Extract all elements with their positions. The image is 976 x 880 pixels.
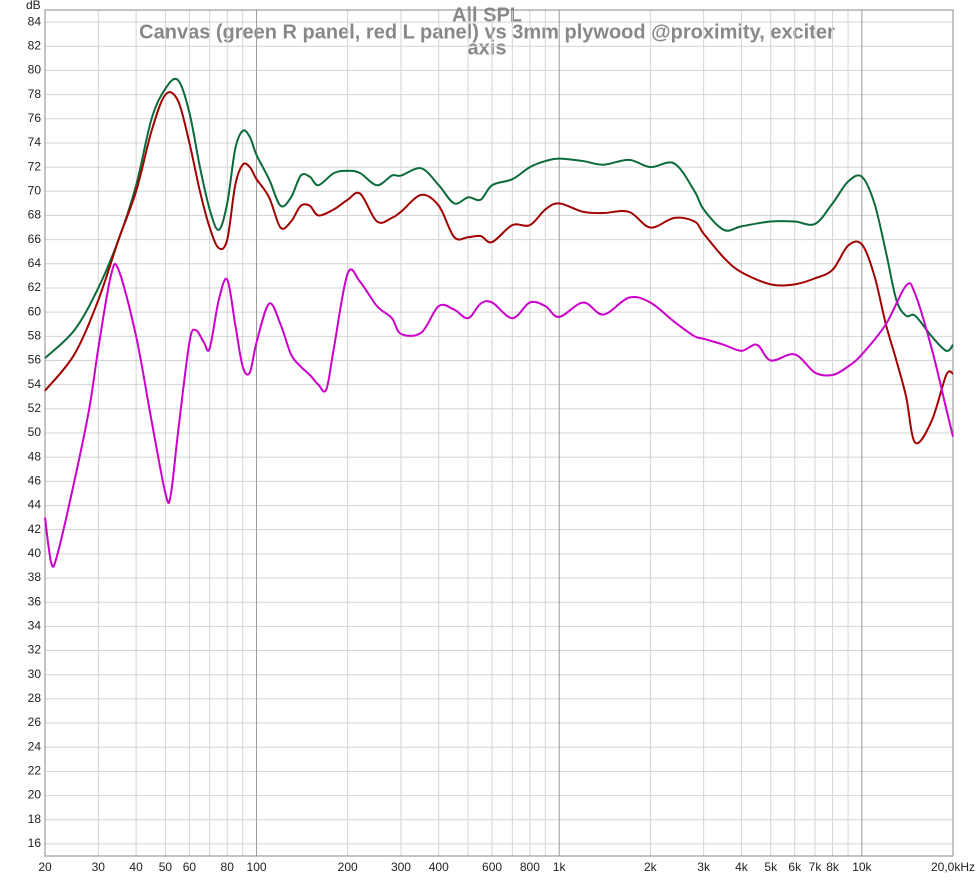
x-tick-label: 4k	[735, 860, 749, 874]
y-axis-label: dB	[26, 0, 41, 12]
chart-subtitle: Canvas (green R panel, red L panel) vs 3…	[139, 21, 835, 43]
chart-subtitle: axis	[468, 37, 507, 59]
y-tick-label: 28	[28, 691, 42, 705]
x-tick-label: 6k	[788, 860, 802, 874]
y-tick-label: 80	[28, 63, 42, 77]
y-tick-label: 50	[28, 425, 42, 439]
y-tick-label: 66	[28, 232, 42, 246]
y-tick-label: 34	[28, 619, 42, 633]
x-tick-label: 80	[221, 860, 235, 874]
y-tick-label: 24	[28, 739, 42, 753]
x-tick-label: 5k	[764, 860, 778, 874]
y-tick-label: 42	[28, 522, 42, 536]
x-tick-label: 600	[482, 860, 502, 874]
y-tick-label: 84	[28, 14, 42, 28]
y-tick-label: 70	[28, 183, 42, 197]
x-tick-label: 60	[183, 860, 197, 874]
y-tick-label: 62	[28, 280, 42, 294]
y-tick-label: 56	[28, 353, 42, 367]
y-tick-label: 74	[28, 135, 42, 149]
x-tick-label: 10k	[852, 860, 872, 874]
x-tick-label: 1k	[553, 860, 567, 874]
y-tick-label: 48	[28, 449, 42, 463]
y-tick-label: 18	[28, 812, 42, 826]
y-tick-label: 36	[28, 594, 42, 608]
y-tick-label: 46	[28, 474, 42, 488]
y-tick-label: 38	[28, 570, 42, 584]
x-tick-label: 2k	[644, 860, 658, 874]
y-tick-label: 30	[28, 667, 42, 681]
series-line	[44, 262, 954, 568]
x-tick-label: 40	[129, 860, 143, 874]
y-tick-label: 44	[28, 498, 42, 512]
y-tick-label: 82	[28, 38, 42, 52]
x-tick-label: 50	[159, 860, 173, 874]
y-tick-label: 64	[28, 256, 42, 270]
y-tick-label: 32	[28, 643, 42, 657]
x-tick-label: 100	[247, 860, 267, 874]
series-line	[44, 77, 954, 359]
y-tick-label: 16	[28, 836, 42, 850]
y-tick-label: 22	[28, 764, 42, 778]
x-tick-label: 800	[520, 860, 540, 874]
series-line	[44, 91, 954, 445]
y-tick-label: 76	[28, 111, 42, 125]
x-tick-label: 300	[391, 860, 411, 874]
x-tick-label: 3k	[697, 860, 711, 874]
y-tick-label: 54	[28, 377, 42, 391]
y-tick-label: 26	[28, 715, 42, 729]
y-tick-label: 58	[28, 328, 42, 342]
y-tick-label: 68	[28, 208, 42, 222]
y-tick-label: 78	[28, 87, 42, 101]
x-tick-label: 200	[338, 860, 358, 874]
x-tick-label: 7k	[809, 860, 823, 874]
x-tick-label: 30	[92, 860, 106, 874]
y-tick-label: 40	[28, 546, 42, 560]
y-tick-label: 60	[28, 304, 42, 318]
y-tick-label: 52	[28, 401, 42, 415]
y-tick-label: 72	[28, 159, 42, 173]
x-tick-label: 400	[429, 860, 449, 874]
x-tick-label: 20	[38, 860, 52, 874]
y-tick-label: 20	[28, 788, 42, 802]
x-tick-label: 8k	[826, 860, 840, 874]
x-tick-label: 20,0kHz	[931, 860, 975, 874]
